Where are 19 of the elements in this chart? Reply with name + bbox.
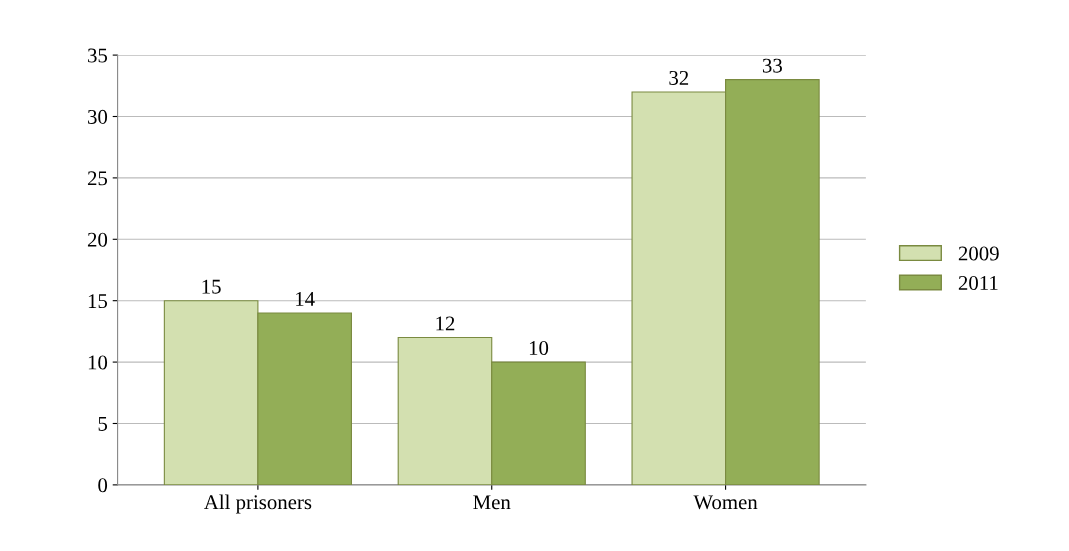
y-tick-label: 5 (98, 417, 108, 431)
data-label: 14 (296, 292, 315, 306)
x-tick-label: All prisoners (204, 494, 312, 514)
x-tick-label: Women (693, 495, 758, 510)
data-label: 10 (529, 341, 549, 356)
legend-label: 2011 (958, 275, 998, 290)
x-tick-label: Men (473, 495, 511, 510)
y-tick-label: 0 (98, 478, 108, 493)
y-tick-label: 30 (88, 109, 108, 124)
data-label: 32 (669, 70, 689, 85)
y-tick-label: 15 (88, 294, 108, 309)
y-tick-label: 25 (87, 171, 108, 186)
data-label: 12 (436, 316, 455, 331)
y-tick-label: 20 (87, 232, 108, 247)
data-label: 33 (762, 58, 782, 73)
y-tick-label: 10 (88, 355, 108, 370)
legend-label: 2009 (958, 246, 999, 261)
y-tick-label: 35 (88, 48, 108, 63)
data-label: 15 (202, 279, 221, 294)
